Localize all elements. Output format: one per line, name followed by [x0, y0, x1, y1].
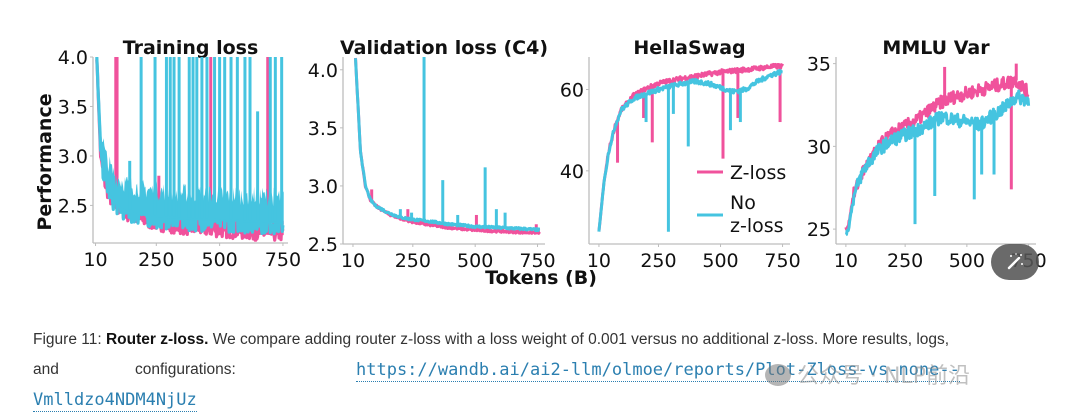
series-line — [354, 58, 541, 233]
y-tick-label: 40 — [560, 161, 584, 183]
y-tick-label: 3.0 — [308, 176, 338, 198]
y-tick-label: 30 — [807, 136, 831, 158]
panel-validation-loss-c4: Validation loss (C4) 10 250 500 750 2.5 3.0 3.5… — [308, 37, 556, 272]
series-no-z-loss — [95, 57, 285, 236]
series-line — [845, 89, 1031, 237]
x-tick-label: 10 — [587, 250, 611, 272]
caption-line-2: and — [33, 354, 59, 386]
caption-title: Router z-loss. — [105, 331, 209, 348]
shared-y-axis-label: Performance — [34, 93, 56, 230]
x-tick-label: 500 — [702, 250, 738, 272]
series-no-z-loss — [845, 89, 1031, 237]
series-z-loss — [844, 63, 1030, 231]
caption-link-line-2: Vmlldzo4NDM4NjUz — [33, 384, 197, 417]
x-tick-label: 250 — [640, 250, 676, 272]
caption-line-1: Figure 11: Router z-loss. We compare add… — [33, 324, 949, 356]
shared-x-axis-label: Tokens (B) — [485, 267, 597, 289]
y-tick-label: 3.5 — [58, 96, 88, 118]
y-tick-label: 4.0 — [58, 47, 88, 69]
magic-wand-icon — [1007, 253, 1023, 270]
x-tick-label: 10 — [341, 250, 365, 272]
caption-word-and: and — [33, 361, 59, 378]
series-no-z-loss — [354, 57, 541, 233]
x-tick-label: 10 — [834, 250, 858, 272]
caption-text: We compare adding router z-loss with a l… — [208, 331, 950, 348]
y-tick-label: 25 — [807, 219, 831, 241]
plot-area — [354, 57, 541, 235]
caption-prefix: Figure 11: — [33, 331, 106, 348]
legend-label-no-z-loss: No — [730, 192, 756, 214]
watermark-text: 公众号 · NLP前沿 — [797, 364, 970, 389]
y-tick-label: 3.0 — [58, 146, 88, 168]
x-tick-label: 250 — [138, 249, 174, 271]
x-tick-label: 750 — [764, 250, 800, 272]
x-tick-label: 750 — [265, 249, 301, 271]
panel-mmlu-var: MMLU Var10250500750253035 — [807, 37, 1047, 272]
legend-label-z-loss: Z-loss — [730, 162, 786, 184]
x-tick-label: 500 — [949, 250, 985, 272]
x-tick-label: 250 — [887, 250, 923, 272]
caption-line-2b: configurations: — [135, 354, 236, 386]
series-line — [597, 68, 784, 232]
watermark: 公众号 · NLP前沿 — [765, 358, 970, 390]
wandb-report-link[interactable]: https://wandb.ai/ai2-llm/olmoe/reports/P… — [356, 360, 960, 382]
y-tick-label: 60 — [560, 80, 584, 102]
plot-area — [844, 63, 1031, 237]
x-tick-label: 250 — [395, 250, 431, 272]
chart-title: Training loss — [123, 37, 259, 59]
x-tick-label: 750 — [519, 250, 555, 272]
wandb-report-link-cont[interactable]: Vmlldzo4NDM4NjUz — [33, 390, 197, 412]
y-tick-label: 35 — [807, 54, 831, 76]
series-no-z-loss — [597, 68, 784, 232]
y-tick-label: 2.5 — [58, 195, 88, 217]
chart-title: Validation loss (C4) — [340, 37, 548, 59]
x-tick-label: 10 — [83, 249, 107, 271]
y-tick-label: 2.5 — [308, 234, 338, 256]
y-tick-label: 3.5 — [308, 118, 338, 140]
panel-training-loss: Training loss 10 250 500 750 2.5 3.0 3.5 4.0 — [58, 37, 301, 271]
series-z-loss — [354, 57, 541, 235]
y-tick-label: 4.0 — [308, 60, 338, 82]
wechat-icon — [765, 364, 791, 386]
plot-area — [95, 57, 285, 242]
caption-link-line: https://wandb.ai/ai2-llm/olmoe/reports/P… — [356, 354, 960, 387]
plot-area — [597, 62, 784, 232]
caption-word-configurations: configurations: — [135, 361, 236, 378]
panel-hellaswag: HellaSwag 10 250 500 750 40 60 Z-loss Noz-loss — [560, 37, 801, 272]
chart-title: HellaSwag — [633, 37, 745, 59]
legend: Z-loss Noz-loss — [697, 162, 786, 237]
x-tick-label: 500 — [457, 250, 493, 272]
chart-title: MMLU Var — [882, 37, 990, 59]
series-line — [354, 57, 541, 235]
image-enhance-button[interactable] — [991, 244, 1039, 280]
x-tick-label: 500 — [201, 249, 237, 271]
legend-label-no-z-loss-2: z-loss — [730, 215, 784, 237]
